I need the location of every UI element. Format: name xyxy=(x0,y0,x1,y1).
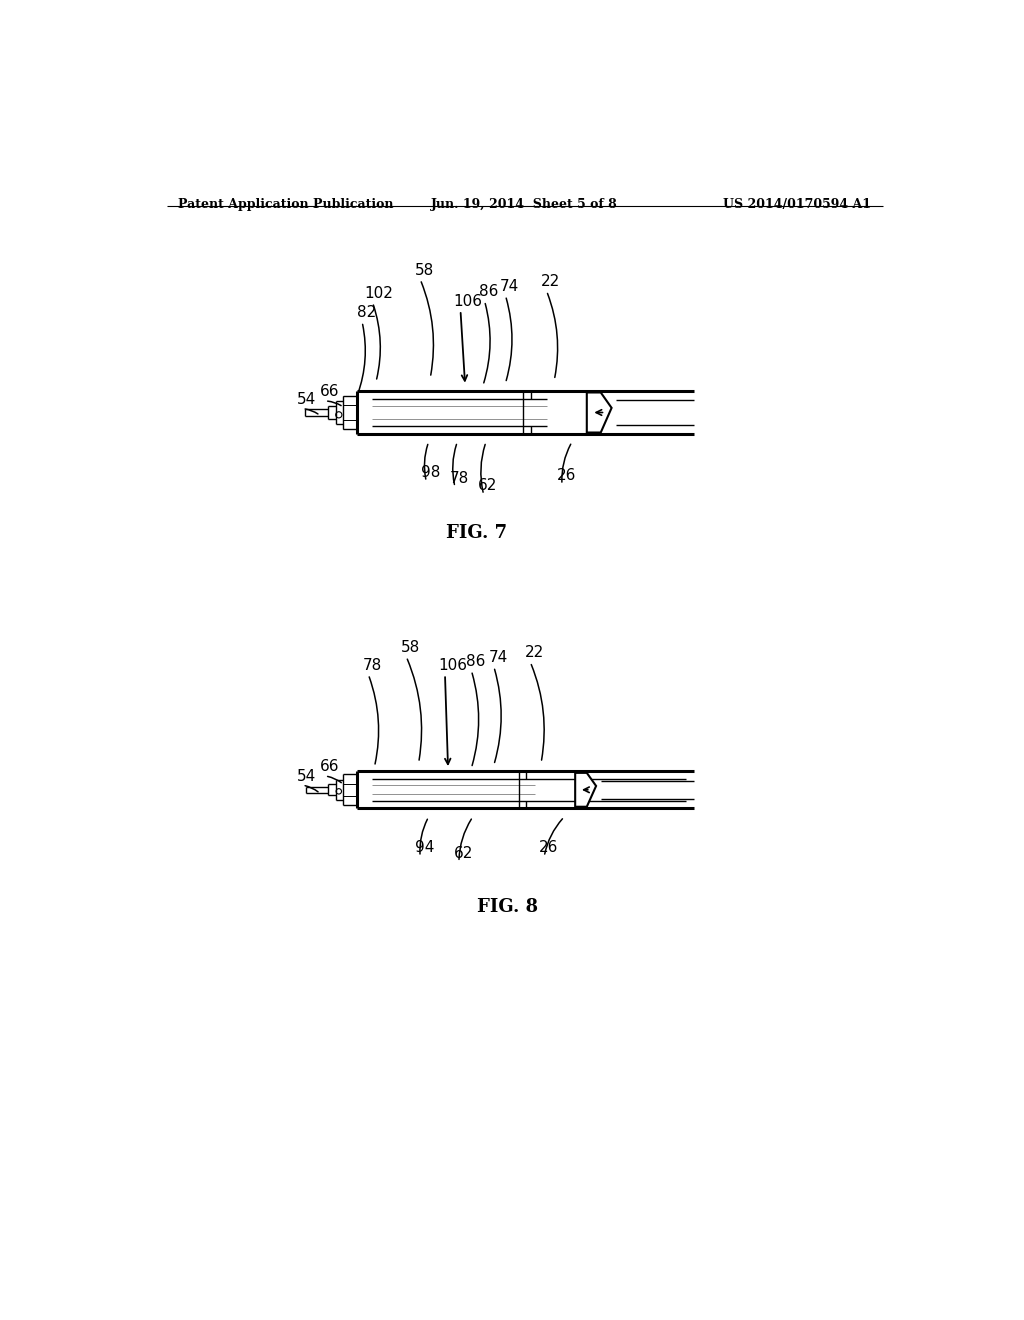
Polygon shape xyxy=(575,774,596,807)
Text: 86: 86 xyxy=(479,284,499,300)
FancyArrowPatch shape xyxy=(483,304,490,383)
Text: 106: 106 xyxy=(438,657,467,673)
Text: 78: 78 xyxy=(450,471,469,486)
Text: 22: 22 xyxy=(541,275,560,289)
FancyArrowPatch shape xyxy=(545,818,562,854)
FancyArrowPatch shape xyxy=(421,282,433,375)
Text: 26: 26 xyxy=(557,469,575,483)
Text: 54: 54 xyxy=(297,768,316,784)
FancyArrowPatch shape xyxy=(495,669,501,763)
FancyArrowPatch shape xyxy=(328,776,341,783)
FancyArrowPatch shape xyxy=(370,677,379,764)
FancyArrowPatch shape xyxy=(453,445,457,484)
Text: 78: 78 xyxy=(362,657,382,673)
FancyArrowPatch shape xyxy=(328,401,341,405)
Text: 86: 86 xyxy=(466,653,485,669)
FancyArrowPatch shape xyxy=(562,445,570,482)
FancyArrowPatch shape xyxy=(424,445,428,479)
Text: 62: 62 xyxy=(454,846,473,861)
FancyArrowPatch shape xyxy=(357,325,366,395)
FancyArrowPatch shape xyxy=(374,305,380,379)
Text: 58: 58 xyxy=(400,640,420,655)
Text: 106: 106 xyxy=(454,293,482,309)
Text: FIG. 7: FIG. 7 xyxy=(446,524,507,543)
Text: 58: 58 xyxy=(415,263,434,277)
Text: Patent Application Publication: Patent Application Publication xyxy=(178,198,394,211)
FancyArrowPatch shape xyxy=(548,293,558,378)
FancyArrowPatch shape xyxy=(305,785,318,792)
FancyArrowPatch shape xyxy=(472,673,478,766)
Text: 22: 22 xyxy=(524,645,544,660)
Text: 26: 26 xyxy=(539,841,558,855)
Text: 74: 74 xyxy=(500,279,519,294)
FancyArrowPatch shape xyxy=(408,659,422,760)
FancyArrowPatch shape xyxy=(481,445,485,492)
FancyArrowPatch shape xyxy=(305,409,317,414)
Text: 62: 62 xyxy=(478,478,498,494)
Text: 54: 54 xyxy=(297,392,316,407)
Text: Jun. 19, 2014  Sheet 5 of 8: Jun. 19, 2014 Sheet 5 of 8 xyxy=(431,198,618,211)
FancyArrowPatch shape xyxy=(506,298,512,380)
Text: 66: 66 xyxy=(319,759,339,775)
Text: 82: 82 xyxy=(356,305,376,321)
Text: FIG. 8: FIG. 8 xyxy=(477,898,539,916)
FancyArrowPatch shape xyxy=(459,820,471,859)
Text: 94: 94 xyxy=(415,841,434,855)
Text: US 2014/0170594 A1: US 2014/0170594 A1 xyxy=(723,198,871,211)
Text: 102: 102 xyxy=(365,286,393,301)
Text: 98: 98 xyxy=(421,465,440,480)
Text: 74: 74 xyxy=(488,649,508,665)
FancyArrowPatch shape xyxy=(420,820,427,854)
FancyArrowPatch shape xyxy=(531,664,544,760)
Text: 66: 66 xyxy=(319,384,339,400)
Polygon shape xyxy=(587,392,611,433)
